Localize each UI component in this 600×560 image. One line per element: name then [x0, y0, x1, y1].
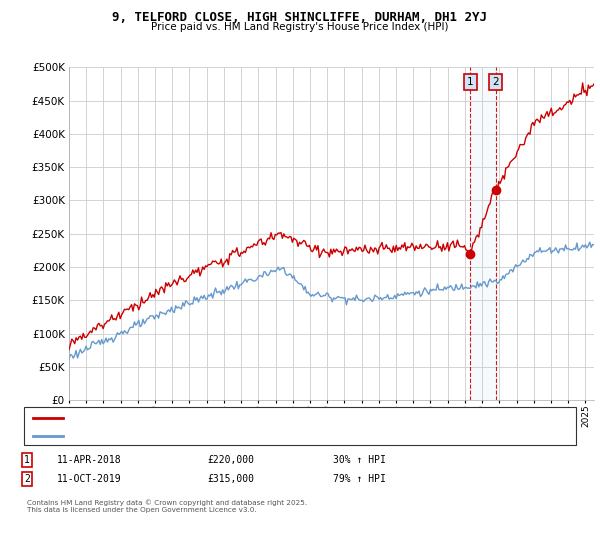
Text: £315,000: £315,000 — [207, 474, 254, 484]
Text: 1: 1 — [24, 455, 30, 465]
Text: 9, TELFORD CLOSE, HIGH SHINCLIFFE, DURHAM, DH1 2YJ: 9, TELFORD CLOSE, HIGH SHINCLIFFE, DURHA… — [113, 11, 487, 24]
Bar — [470, 67, 496, 400]
Text: 11-APR-2018: 11-APR-2018 — [57, 455, 122, 465]
Text: 1: 1 — [467, 77, 473, 87]
Text: HPI: Average price, detached house, County Durham: HPI: Average price, detached house, Coun… — [69, 431, 297, 440]
Text: 79% ↑ HPI: 79% ↑ HPI — [333, 474, 386, 484]
Text: 2: 2 — [24, 474, 30, 484]
Text: 11-OCT-2019: 11-OCT-2019 — [57, 474, 122, 484]
Text: 9, TELFORD CLOSE, HIGH SHINCLIFFE, DURHAM, DH1 2YJ (detached house): 9, TELFORD CLOSE, HIGH SHINCLIFFE, DURHA… — [69, 413, 394, 422]
Text: 30% ↑ HPI: 30% ↑ HPI — [333, 455, 386, 465]
Text: Contains HM Land Registry data © Crown copyright and database right 2025.
This d: Contains HM Land Registry data © Crown c… — [27, 500, 307, 513]
Text: £220,000: £220,000 — [207, 455, 254, 465]
Text: Price paid vs. HM Land Registry's House Price Index (HPI): Price paid vs. HM Land Registry's House … — [151, 22, 449, 32]
Text: 2: 2 — [493, 77, 499, 87]
